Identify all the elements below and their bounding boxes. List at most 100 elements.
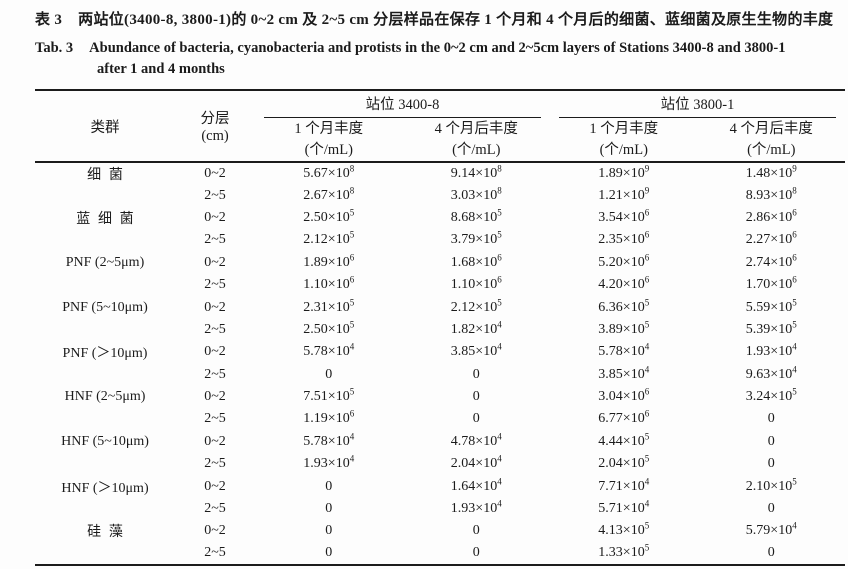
table-row: HNF (5~10μm) 0~2 5.78×104 4.78×104 4.44×105 0 <box>35 431 845 453</box>
abundance-value-cell: 5.78×104 <box>598 341 650 360</box>
group-name-cell <box>35 274 175 296</box>
abundance-value-cell: 7.51×105 <box>303 386 355 405</box>
column-header-layer-line2: (cm) <box>201 128 229 144</box>
group-name-cell: PNF (2~5μm) <box>65 254 145 270</box>
abundance-value-cell: 1.70×106 <box>745 274 797 293</box>
group-name-cell <box>35 408 175 430</box>
abundance-value-cell: 0 <box>767 545 775 561</box>
abundance-value-cell: 3.03×108 <box>450 184 502 203</box>
abundance-value-cell: 3.79×105 <box>450 229 502 248</box>
table-row: HNF (＞10μm) 0~2 0 1.64×104 7.71×104 2.10×105 <box>35 475 845 497</box>
table-row: 2~5 2.12×105 3.79×105 2.35×106 2.27×106 <box>35 229 845 251</box>
caption-en-continuation: after 1 and 4 months <box>97 61 225 77</box>
abundance-value-cell: 1.21×109 <box>598 184 650 203</box>
caption-zh-label: 表 3 <box>35 12 63 28</box>
group-name-cell: HNF (2~5μm) <box>64 389 146 405</box>
abundance-value-cell: 2.12×105 <box>450 296 502 315</box>
abundance-value-cell: 3.54×106 <box>598 207 650 225</box>
layer-cell: 0~2 <box>204 523 226 539</box>
station-header-3800-1: 站位 3800-1 <box>550 90 845 118</box>
column-header-group: 类群 <box>90 119 120 136</box>
station-header-3400-8: 站位 3400-8 <box>255 90 550 118</box>
abundance-value-cell: 6.77×106 <box>598 408 650 427</box>
table-row: 2~5 2.50×105 1.82×104 3.89×105 5.39×105 <box>35 319 845 341</box>
table-caption: 表 3 两站位(3400-8, 3800-1)的 0~2 cm 及 2~5 cm … <box>35 10 845 80</box>
abundance-value-cell: 3.85×104 <box>598 364 650 382</box>
abundance-value-cell: 7.71×104 <box>598 476 650 494</box>
abundance-value-cell: 1.48×109 <box>745 163 797 181</box>
table-row: HNF (2~5μm) 0~2 7.51×105 0 3.04×106 3.24×105 <box>35 386 845 408</box>
abundance-value-cell: 2.04×104 <box>450 453 502 472</box>
layer-cell: 2~5 <box>204 411 226 427</box>
abundance-value-cell: 5.78×104 <box>303 431 355 449</box>
group-name-cell: PNF (＞10μm) <box>62 346 148 362</box>
column-header-4month-3800-1: 4 个月后丰度 (个/mL) <box>729 120 813 158</box>
group-name-cell <box>35 319 175 341</box>
abundance-value-cell: 2.74×106 <box>745 252 797 270</box>
layer-cell: 0~2 <box>204 209 226 225</box>
abundance-value-cell: 9.63×104 <box>745 364 797 382</box>
group-name-cell <box>35 498 175 520</box>
abundance-value-cell: 0 <box>472 366 480 382</box>
abundance-value-cell: 2.67×108 <box>303 184 355 203</box>
abundance-value-cell: 1.89×109 <box>598 163 650 181</box>
layer-cell: 2~5 <box>204 366 226 382</box>
abundance-value-cell: 5.79×104 <box>745 520 797 539</box>
caption-en: Tab. 3 Abundance of bacteria, cyanobacter… <box>35 38 845 59</box>
table-row: 2~5 0 0 3.85×104 9.63×104 <box>35 364 845 386</box>
abundance-value-cell: 3.24×105 <box>745 386 797 405</box>
table-row: 2~5 0 1.93×104 5.71×104 0 <box>35 498 845 520</box>
abundance-value-cell: 2.12×105 <box>303 229 355 248</box>
abundance-value-cell: 1.82×104 <box>450 319 502 337</box>
layer-cell: 2~5 <box>204 321 226 337</box>
abundance-value-cell: 4.78×104 <box>450 431 502 449</box>
abundance-value-cell: 2.31×105 <box>303 296 355 315</box>
abundance-value-cell: 8.93×108 <box>745 184 797 203</box>
abundance-value-cell: 6.36×105 <box>598 296 650 315</box>
table-body: 细菌 0~2 5.67×108 9.14×108 1.89×109 1.48×109 2~5… <box>35 162 845 565</box>
column-header-1month-3400-8: 1 个月丰度 (个/mL) <box>294 120 364 158</box>
abundance-value-cell: 0 <box>325 501 333 517</box>
abundance-value-cell: 0 <box>472 523 480 539</box>
group-name-cell <box>35 453 175 475</box>
caption-zh-text: 两站位(3400-8, 3800-1)的 0~2 cm 及 2~5 cm 分层样… <box>78 12 834 28</box>
abundance-value-cell: 1.93×104 <box>450 498 502 517</box>
layer-cell: 0~2 <box>204 433 226 449</box>
table-row: 2~5 1.10×106 1.10×106 4.20×106 1.70×106 <box>35 274 845 296</box>
column-header-4month-3400-8: 4 个月后丰度 (个/mL) <box>434 120 518 158</box>
table-row: PNF (5~10μm) 0~2 2.31×105 2.12×105 6.36×105 5… <box>35 296 845 318</box>
table-row: 2~5 0 0 1.33×105 0 <box>35 543 845 565</box>
abundance-value-cell: 2.86×106 <box>745 207 797 225</box>
layer-cell: 2~5 <box>204 277 226 293</box>
abundance-value-cell: 5.59×105 <box>745 296 797 315</box>
abundance-value-cell: 4.44×105 <box>598 431 650 449</box>
table-row: 细菌 0~2 5.67×108 9.14×108 1.89×109 1.48×109 <box>35 162 845 184</box>
table-header: 类群 分层 (cm) 站位 3400-8 站位 3800-1 1 个月丰度 (个… <box>35 90 845 162</box>
abundance-value-cell: 1.68×106 <box>450 252 502 270</box>
group-name-cell <box>35 543 175 565</box>
table-row: 2~5 2.67×108 3.03×108 1.21×109 8.93×108 <box>35 184 845 206</box>
abundance-value-cell: 0 <box>472 389 480 405</box>
column-header-layer: 分层 (cm) <box>175 90 255 162</box>
group-name-cell: 细菌 <box>87 167 131 183</box>
layer-cell: 0~2 <box>204 254 226 270</box>
layer-cell: 0~2 <box>204 389 226 405</box>
group-name-cell: 硅藻 <box>87 525 131 541</box>
abundance-value-cell: 4.13×105 <box>598 520 650 539</box>
abundance-value-cell: 0 <box>767 501 775 517</box>
abundance-value-cell: 3.85×104 <box>450 341 502 360</box>
abundance-value-cell: 1.64×104 <box>450 476 502 494</box>
group-name-cell <box>35 184 175 206</box>
table-row: 2~5 1.93×104 2.04×104 2.04×105 0 <box>35 453 845 475</box>
caption-en-label: Tab. 3 <box>35 40 74 56</box>
abundance-value-cell: 0 <box>767 411 775 427</box>
layer-cell: 2~5 <box>204 456 226 472</box>
abundance-value-cell: 1.10×106 <box>450 274 502 293</box>
layer-cell: 0~2 <box>204 299 226 315</box>
abundance-value-cell: 1.33×105 <box>598 542 650 561</box>
abundance-value-cell: 5.39×105 <box>745 319 797 337</box>
abundance-value-cell: 2.50×105 <box>303 207 355 225</box>
group-name-cell <box>35 229 175 251</box>
abundance-value-cell: 9.14×108 <box>450 163 502 181</box>
abundance-value-cell: 5.78×104 <box>303 341 355 360</box>
